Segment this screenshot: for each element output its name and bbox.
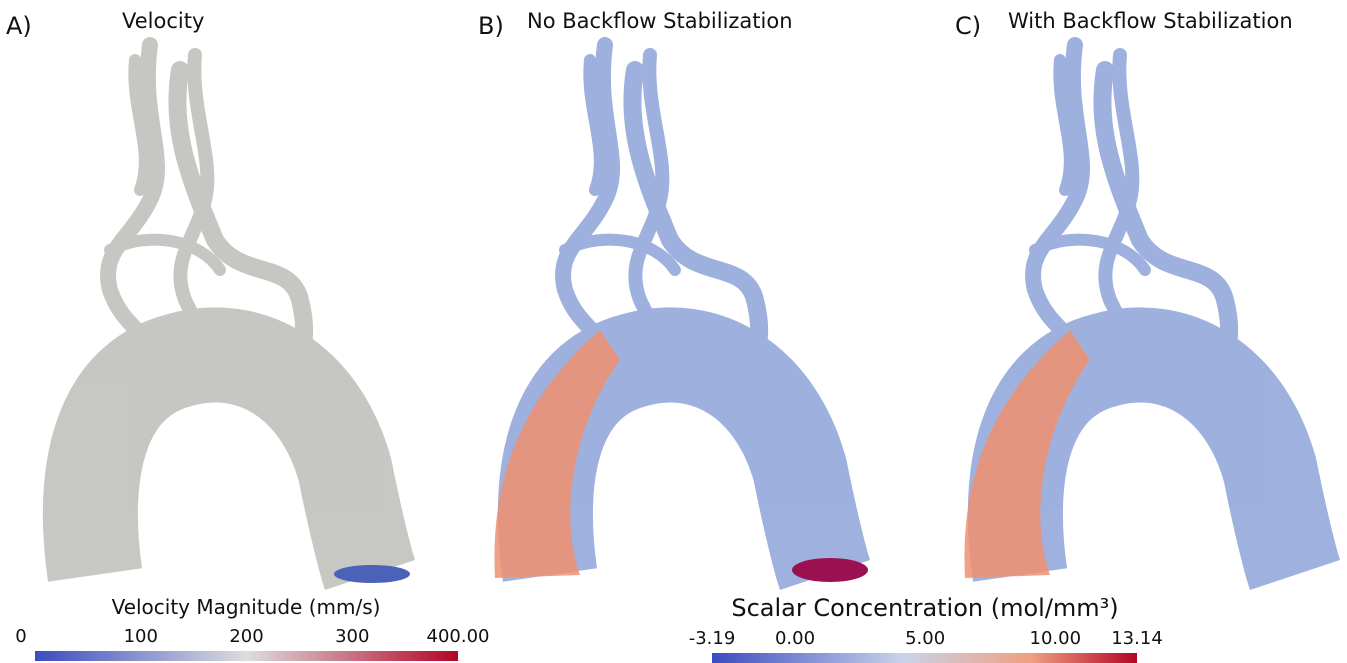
colorbar-tick-label: 0 [15, 626, 26, 647]
vessel-render [1015, 45, 1295, 575]
colorbar-tick-label: 10.00 [1030, 628, 1082, 649]
scalar-region [494, 330, 620, 578]
colorbar-gradient [35, 651, 458, 661]
panel-title: Velocity [122, 9, 204, 33]
colorbar-tick-label: 0.00 [775, 628, 815, 649]
colorbar-tick-label: 300 [335, 626, 369, 647]
colorbar: Scalar Concentration (mol/mm³) -3.19 0.00… [689, 594, 1163, 663]
vessel-render [545, 45, 825, 575]
colorbar-gradient [712, 653, 1137, 663]
panel-label: C) [955, 12, 981, 40]
panel-label: B) [478, 12, 504, 40]
panel-b: B) No Backflow Stabilization [478, 9, 868, 582]
panel-title: With Backflow Stabilization [1008, 9, 1293, 33]
panel-c: C) With Backflow Stabilization [955, 9, 1295, 578]
panel-label: A) [6, 12, 32, 40]
colorbar-title: Velocity Magnitude (mm/s) [112, 595, 381, 619]
colorbar-title: Scalar Concentration (mol/mm³) [731, 594, 1118, 622]
colorbar-tick-label: 13.14 [1111, 628, 1163, 649]
panel-title: No Backflow Stabilization [527, 9, 793, 33]
vessel-render [90, 45, 370, 575]
colorbar-tick-label: 5.00 [905, 628, 945, 649]
colorbar-tick-label: -3.19 [689, 628, 736, 649]
scalar-region [964, 330, 1090, 578]
outlet [334, 565, 410, 583]
panel-a: A) Velocity [6, 9, 410, 583]
colorbar-tick-label: 100 [124, 626, 158, 647]
colorbar-tick-label: 200 [229, 626, 263, 647]
colorbar: Velocity Magnitude (mm/s) 0 100 200 300 400.… [15, 595, 489, 661]
backflow-region [792, 558, 868, 582]
colorbar-tick-label: 400.00 [427, 626, 490, 647]
